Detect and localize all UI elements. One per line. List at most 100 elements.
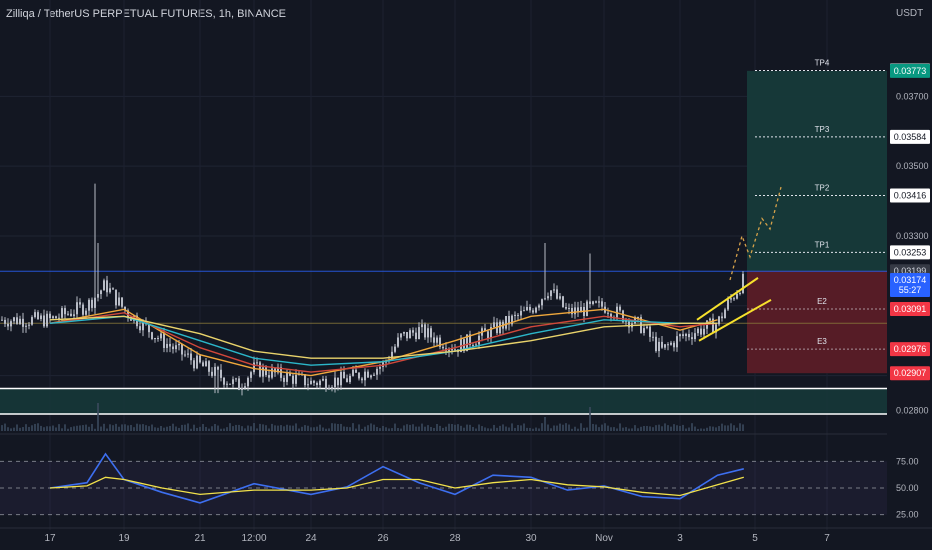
volume-bar	[574, 426, 576, 431]
candle-body	[490, 327, 492, 339]
drawings[interactable]	[696, 186, 782, 342]
candle-body	[235, 378, 237, 380]
candle-body	[418, 327, 420, 340]
price-badge-text: 0.03584	[894, 132, 927, 142]
volume-bar	[31, 425, 33, 431]
volume-bar	[466, 424, 468, 431]
volume-bar	[13, 427, 15, 431]
candle-body	[724, 309, 726, 319]
candle-body	[430, 328, 432, 338]
volume-bar	[286, 424, 288, 431]
price-tick: 0.03700	[896, 91, 929, 101]
price-badge	[890, 366, 930, 381]
volume-bar	[520, 425, 522, 431]
volume-bar	[148, 426, 150, 431]
volume-bar	[139, 424, 141, 431]
volume-bar	[352, 423, 354, 431]
candle-body	[238, 378, 240, 390]
candle-body	[586, 301, 588, 316]
volume-bar	[682, 424, 684, 431]
candle-body	[43, 315, 45, 327]
volume-bar	[568, 424, 570, 431]
volume-bar	[715, 427, 717, 431]
volume-bar	[601, 424, 603, 431]
candle-body	[514, 314, 516, 316]
candle-body	[124, 306, 126, 311]
volume-bar	[316, 426, 318, 431]
volume-bar	[142, 424, 144, 431]
candle-body	[52, 316, 54, 319]
volume-bar	[79, 425, 81, 431]
candle-body	[472, 345, 474, 347]
volume-bar	[556, 425, 558, 431]
candle-body	[217, 366, 219, 370]
volume-bar	[271, 423, 273, 431]
candle-body	[76, 302, 78, 315]
volume-bar	[655, 425, 657, 431]
volume-bar	[22, 427, 24, 431]
volume-bar	[325, 428, 327, 431]
volume-bar	[112, 425, 114, 431]
candle-body	[412, 330, 414, 333]
volume-bar	[4, 423, 6, 431]
volume-bar	[391, 428, 393, 431]
candle-body	[562, 296, 564, 308]
volume-bar	[205, 426, 207, 431]
candle-body	[10, 321, 12, 327]
candle-body	[178, 343, 180, 346]
time-tick: 5	[752, 533, 758, 544]
candle-body	[334, 377, 336, 388]
candle-body	[70, 313, 72, 316]
candle-body	[127, 310, 129, 317]
volume-bar	[673, 424, 675, 431]
price-badge	[890, 272, 930, 297]
candle-body	[85, 310, 87, 315]
candle-body	[541, 299, 543, 306]
candle-body	[154, 338, 156, 340]
volume-bar	[64, 424, 66, 431]
candle-body	[400, 333, 402, 338]
price-axis[interactable]: 0.037000.035000.033000.031000.029000.028…	[890, 63, 930, 416]
volume-bar	[190, 428, 192, 431]
volume-bar	[484, 427, 486, 431]
time-tick: 19	[118, 533, 130, 544]
volume-bar	[208, 428, 210, 431]
volume-bar	[604, 423, 606, 431]
candle-body	[673, 342, 675, 348]
candle-body	[193, 360, 195, 369]
candle-body	[283, 377, 285, 382]
countdown-text: 55:27	[899, 285, 922, 295]
volume-bar	[328, 428, 330, 431]
volume-bar	[475, 428, 477, 431]
candle-body	[307, 384, 309, 386]
candle-body	[256, 362, 258, 364]
candle-body	[736, 293, 738, 299]
candle-body	[22, 318, 24, 327]
candle-body	[520, 310, 522, 316]
rsi-pane[interactable]: 75.00 50.00 25.00	[0, 433, 919, 520]
candle-body	[373, 374, 375, 376]
volume-bar	[511, 423, 513, 431]
candle-body	[184, 354, 186, 356]
volume-bar	[355, 428, 357, 431]
volume-bar	[184, 424, 186, 431]
volume-bar	[502, 424, 504, 431]
time-axis[interactable]: 17 19 21 12:00 24 26 28 30 Nov 3 5 7	[0, 527, 932, 544]
volume-bar	[28, 426, 30, 431]
volume-bar	[691, 423, 693, 431]
candle-body	[601, 301, 603, 307]
candle-body	[469, 334, 471, 346]
volume-bar	[67, 428, 69, 431]
candle-body	[319, 380, 321, 386]
candle-body	[676, 336, 678, 348]
candle-body	[313, 380, 315, 383]
candle-body	[34, 312, 36, 318]
volume-bar	[40, 425, 42, 431]
volume-bar	[406, 424, 408, 431]
volume-bar	[418, 426, 420, 431]
volume-bar	[334, 423, 336, 431]
price-badge	[890, 129, 930, 144]
volume-bar	[94, 428, 96, 431]
volume-bar	[241, 426, 243, 431]
